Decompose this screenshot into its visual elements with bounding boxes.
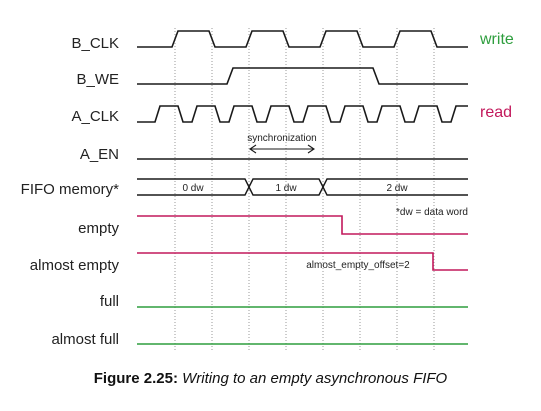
- read-label: read: [480, 104, 512, 121]
- a-clk-waveform: [137, 105, 468, 123]
- b-clk-waveform: [137, 30, 468, 48]
- label-b-we: B_WE: [76, 71, 119, 88]
- label-a-en: A_EN: [80, 146, 119, 163]
- label-a-clk: A_CLK: [71, 108, 119, 125]
- figure-caption: Figure 2.25: Writing to an empty asynchr…: [0, 370, 541, 387]
- caption-text: Writing to an empty asynchronous FIFO: [182, 370, 448, 387]
- label-full: full: [100, 293, 119, 310]
- almost-empty-waveform: [137, 252, 468, 271]
- b-we-waveform: [137, 67, 468, 85]
- label-fifo-memory: FIFO memory*: [21, 181, 119, 198]
- label-almost-empty: almost empty: [30, 257, 120, 274]
- caption-figure-number: Figure 2.25:: [93, 370, 178, 387]
- fifo-segment-2: 2 dw: [386, 183, 408, 194]
- label-empty: empty: [78, 220, 119, 237]
- label-almost-full: almost full: [51, 331, 119, 348]
- signal-labels: B_CLK B_WE A_CLK A_EN FIFO memory* empty…: [21, 35, 120, 348]
- label-b-clk: B_CLK: [71, 35, 119, 52]
- write-label: write: [479, 31, 514, 48]
- synchronization-label: synchronization: [247, 133, 316, 144]
- fifo-bus: [137, 178, 468, 196]
- fifo-segment-0: 0 dw: [182, 183, 204, 194]
- fifo-segment-1: 1 dw: [275, 183, 297, 194]
- empty-waveform: [137, 215, 468, 235]
- synchronization-arrow: [249, 144, 315, 154]
- dw-footnote: *dw = data word: [396, 207, 468, 218]
- offset-label: almost_empty_offset=2: [306, 260, 410, 271]
- timing-diagram: B_CLK B_WE A_CLK A_EN FIFO memory* empty…: [21, 28, 514, 350]
